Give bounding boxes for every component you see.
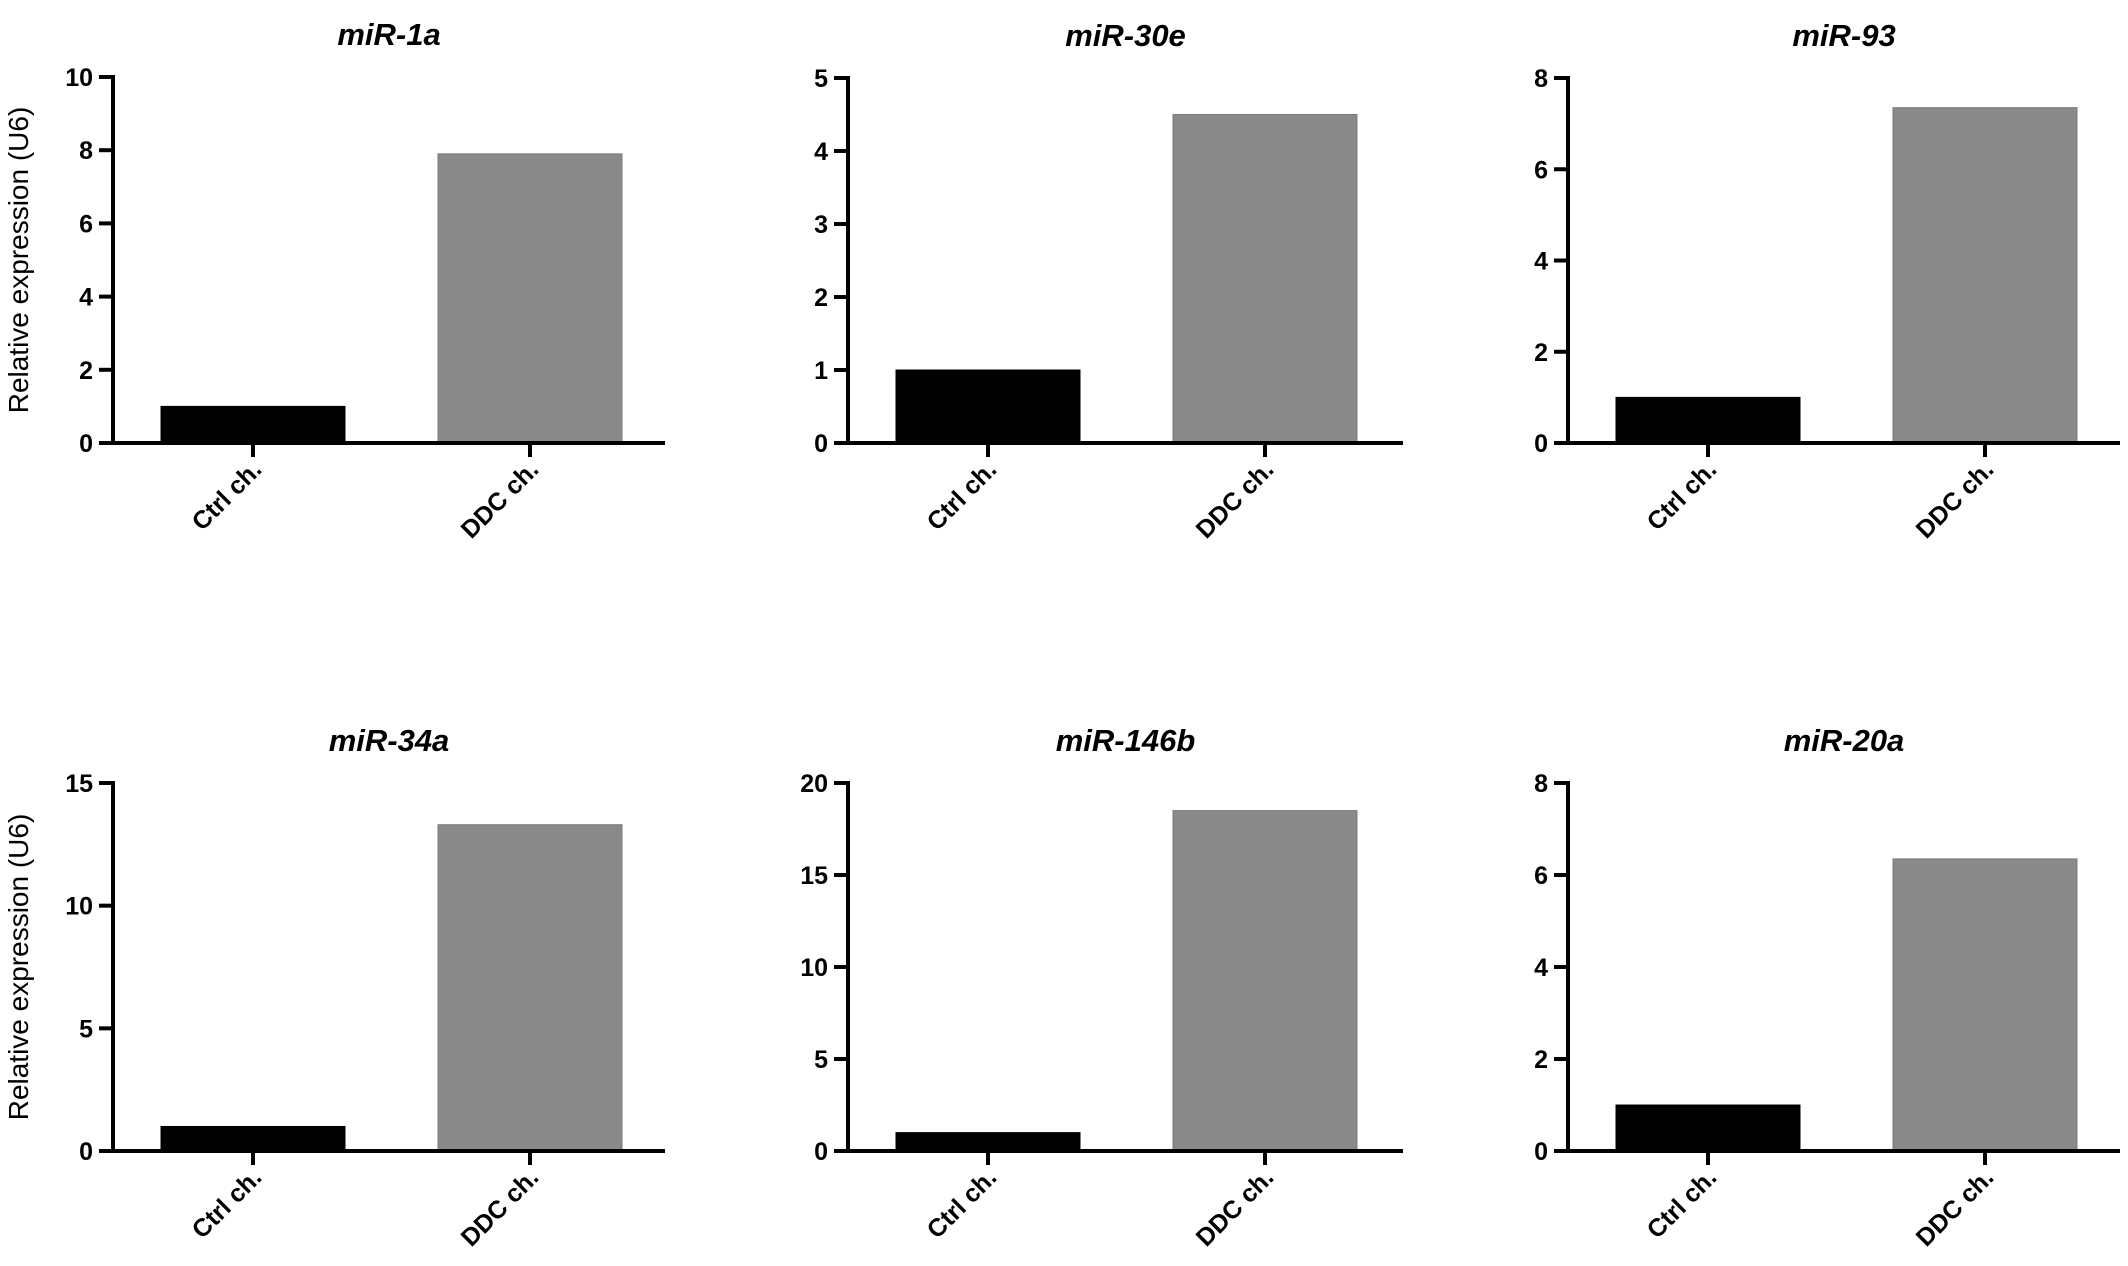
chart-panel-5: miR-146b 0 5 10 15 20 Ctrl ch. DDC ch. <box>800 723 1403 1252</box>
y-tick-label: 0 <box>1534 430 1548 458</box>
y-tick-label: 0 <box>79 430 93 458</box>
y-tick-label: 8 <box>1534 65 1548 93</box>
y-axis-label: Relative expression (U6) <box>3 814 34 1121</box>
x-tick-label: DDC ch. <box>456 455 545 544</box>
y-tick-label: 6 <box>1534 862 1548 890</box>
chart-panel-4: miR-34a Relative expression (U6) 0 5 10 15 Ctr… <box>3 723 665 1252</box>
x-tick-label: Ctrl ch. <box>187 1163 268 1244</box>
chart-panel-1: miR-1a Relative expression (U6) 0 2 4 6 8 10 Ctr… <box>3 17 665 544</box>
y-tick-label: 4 <box>1534 954 1548 982</box>
y-tick-label: 10 <box>800 954 828 982</box>
y-tick-label: 0 <box>1534 1138 1548 1166</box>
x-tick-label: Ctrl ch. <box>1642 1163 1723 1244</box>
x-tick-label: Ctrl ch. <box>1642 455 1723 536</box>
x-tick-label: Ctrl ch. <box>922 455 1003 536</box>
bar-ctrl <box>1615 396 1801 444</box>
bar-ddc <box>1172 114 1358 444</box>
bar-ctrl <box>1615 1104 1801 1152</box>
y-tick-label: 5 <box>79 1015 93 1043</box>
y-tick-label: 15 <box>65 770 93 798</box>
y-tick-label: 1 <box>814 357 828 385</box>
y-tick-label: 3 <box>814 211 828 239</box>
x-tick-label: DDC ch. <box>1911 455 2000 544</box>
y-tick-label: 2 <box>1534 339 1548 367</box>
y-tick-label: 6 <box>1534 156 1548 184</box>
chart-panel-3: miR-93 0 2 4 6 8 Ctrl ch. DDC ch. <box>1534 18 2120 544</box>
bar-ddc <box>1172 810 1358 1152</box>
y-axis-label: Relative expression (U6) <box>3 107 34 414</box>
chart-title: miR-30e <box>1065 18 1186 53</box>
y-tick-label: 8 <box>1534 770 1548 798</box>
y-tick-label: 8 <box>79 137 93 165</box>
y-tick-label: 0 <box>79 1138 93 1166</box>
chart-panel-2: miR-30e 0 1 2 3 4 5 Ctrl ch. DDC ch. <box>814 18 1403 544</box>
bar-ctrl <box>160 1125 346 1152</box>
bar-ddc <box>437 824 623 1152</box>
chart-title: miR-34a <box>329 723 450 758</box>
chart-title: miR-20a <box>1784 723 1905 758</box>
y-tick-label: 4 <box>79 284 93 312</box>
y-tick-label: 0 <box>814 430 828 458</box>
chart-panel-6: miR-20a 0 2 4 6 8 Ctrl ch. DDC ch. <box>1534 723 2120 1252</box>
y-tick-label: 2 <box>814 284 828 312</box>
bar-ctrl <box>895 369 1081 444</box>
x-tick-label: DDC ch. <box>456 1163 545 1252</box>
bar-ddc <box>1892 858 2078 1152</box>
y-tick-label: 0 <box>814 1138 828 1166</box>
bar-ctrl <box>895 1132 1081 1152</box>
x-tick-label: DDC ch. <box>1191 1163 1280 1252</box>
chart-title: miR-1a <box>337 17 440 52</box>
y-tick-label: 5 <box>814 65 828 93</box>
x-tick-label: DDC ch. <box>1911 1163 2000 1252</box>
bar-ddc <box>437 153 623 444</box>
y-tick-label: 4 <box>814 138 828 166</box>
x-tick-label: DDC ch. <box>1191 455 1280 544</box>
x-tick-label: Ctrl ch. <box>922 1163 1003 1244</box>
chart-title: miR-93 <box>1792 18 1895 53</box>
chart-title: miR-146b <box>1056 723 1196 758</box>
y-tick-label: 2 <box>79 357 93 385</box>
y-tick-label: 6 <box>79 210 93 238</box>
y-tick-label: 15 <box>800 862 828 890</box>
bar-ctrl <box>160 405 346 444</box>
y-tick-label: 20 <box>800 770 828 798</box>
y-tick-label: 4 <box>1534 248 1548 276</box>
bar-ddc <box>1892 107 2078 444</box>
y-tick-label: 2 <box>1534 1046 1548 1074</box>
y-tick-label: 10 <box>65 893 93 921</box>
x-tick-label: Ctrl ch. <box>187 455 268 536</box>
y-tick-label: 5 <box>814 1046 828 1074</box>
y-tick-label: 10 <box>65 64 93 92</box>
